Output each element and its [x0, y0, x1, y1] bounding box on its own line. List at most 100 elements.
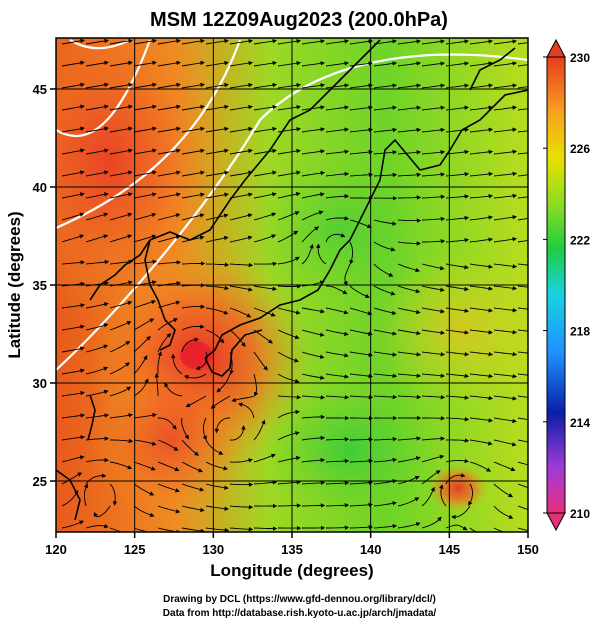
- streamline: [205, 505, 230, 511]
- streamline: [469, 329, 494, 335]
- streamline: [421, 351, 446, 357]
- streamline: [325, 373, 350, 379]
- streamline: [325, 307, 349, 315]
- streamline: [469, 373, 494, 379]
- streamline: [469, 193, 494, 199]
- streamline: [181, 439, 199, 456]
- streamline: [277, 256, 300, 265]
- streamline: [157, 318, 179, 331]
- streamline: [277, 409, 301, 419]
- streamline: [229, 148, 253, 155]
- streamline: [421, 285, 445, 292]
- streamline: [157, 213, 181, 221]
- streamline: [157, 234, 181, 243]
- x-axis-label: Longitude (degrees): [210, 561, 373, 580]
- streamline: [349, 307, 373, 316]
- streamline: [277, 61, 302, 67]
- streamline: [325, 503, 350, 508]
- streamline: [469, 351, 494, 357]
- streamline: [202, 417, 207, 441]
- streamline: [421, 83, 446, 89]
- streamline: [109, 212, 133, 221]
- x-tick-label: 120: [45, 542, 67, 557]
- streamline: [109, 60, 133, 67]
- streamline: [61, 303, 86, 309]
- streamline: [133, 461, 156, 471]
- streamline: [61, 192, 85, 199]
- streamline: [181, 148, 205, 155]
- streamline: [397, 61, 422, 67]
- streamline: [181, 60, 205, 67]
- streamline: [229, 527, 254, 532]
- streamline: [349, 480, 374, 485]
- streamline: [421, 39, 446, 45]
- streamline: [277, 104, 302, 111]
- streamline: [133, 60, 157, 67]
- streamline: [325, 216, 350, 221]
- streamline: [85, 302, 109, 309]
- streamline: [277, 211, 300, 221]
- streamline: [277, 38, 302, 45]
- streamline: [325, 39, 350, 45]
- coastline: [204, 89, 528, 359]
- streamline: [421, 172, 446, 177]
- grid: [56, 38, 528, 532]
- streamline: [133, 318, 155, 331]
- colorbar-scale: [546, 56, 566, 514]
- streamline: [373, 39, 398, 45]
- streamline: [517, 174, 528, 177]
- y-tick-label: 30: [33, 376, 47, 391]
- streamline: [133, 170, 157, 177]
- streamline: [493, 373, 518, 379]
- streamline: [85, 523, 109, 529]
- streamline: [157, 333, 172, 353]
- streamline: [373, 285, 396, 296]
- streamline: [109, 461, 133, 470]
- streamline: [277, 329, 300, 340]
- streamline: [349, 502, 374, 507]
- streamline: [61, 390, 85, 397]
- streamline: [205, 329, 225, 344]
- streamline: [253, 307, 276, 317]
- streamline: [373, 307, 397, 315]
- streamline: [469, 149, 494, 155]
- streamline: [277, 191, 301, 199]
- streamline: [421, 373, 446, 378]
- streamline: [277, 170, 301, 177]
- streamline: [325, 285, 348, 295]
- streamline: [253, 526, 278, 531]
- streamline: [109, 170, 133, 177]
- x-tick-label: 150: [517, 542, 539, 557]
- streamline: [181, 170, 205, 177]
- streamline: [301, 210, 324, 221]
- streamline: [325, 480, 350, 486]
- streamline: [154, 372, 160, 396]
- streamline: [157, 260, 182, 265]
- streamline: [373, 105, 398, 111]
- streamline: [133, 299, 157, 309]
- streamline: [133, 505, 155, 517]
- streamline: [301, 503, 326, 508]
- streamline: [373, 219, 397, 226]
- streamline: [85, 259, 110, 265]
- streamline: [517, 263, 528, 266]
- streamline: [61, 234, 85, 243]
- streamline: [398, 195, 422, 200]
- streamline: [181, 337, 200, 353]
- streamline: [373, 457, 398, 463]
- contour-line: [69, 39, 131, 50]
- warm-region-north: [56, 38, 230, 320]
- streamline: [253, 170, 277, 177]
- streamline: [133, 212, 157, 221]
- streamline: [181, 82, 205, 89]
- streamline: [469, 263, 494, 269]
- streamline: [205, 148, 229, 155]
- streamline: [301, 373, 325, 380]
- streamline: [133, 335, 151, 353]
- streamline: [229, 235, 253, 243]
- streamline: [277, 431, 300, 441]
- streamline: [253, 192, 277, 199]
- streamline: [469, 395, 494, 401]
- streamline: [85, 344, 109, 353]
